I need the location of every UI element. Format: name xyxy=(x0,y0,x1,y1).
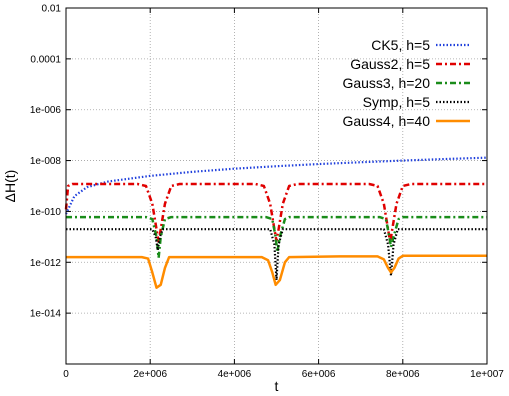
legend-label: Gauss4, h=40 xyxy=(342,113,430,129)
axis-ticks: 0 2e+006 4e+006 6e+006 8e+006 1e+007 0.01 0.000… xyxy=(30,4,504,381)
x-tick-label: 2e+006 xyxy=(133,369,167,380)
y-tick-label: 1e-012 xyxy=(30,258,62,269)
y-axis-title: ΔH(t) xyxy=(2,170,18,203)
y-tick-label: 1e-006 xyxy=(30,105,62,116)
x-tick-label: 0 xyxy=(63,369,69,380)
legend-label: Gauss3, h=20 xyxy=(342,75,430,91)
y-tick-label: 0.01 xyxy=(42,4,62,15)
legend-label: Gauss2, h=5 xyxy=(350,56,430,72)
legend: CK5, h=5 Gauss2, h=5 Gauss3, h=20 Symp, h=5… xyxy=(342,37,470,129)
y-tick-label: 1e-010 xyxy=(30,207,62,218)
y-tick-label: 0.0001 xyxy=(30,54,61,65)
series-line-5 xyxy=(66,254,487,289)
y-tick-label: 1e-014 xyxy=(30,309,62,320)
x-tick-label: 4e+006 xyxy=(218,369,252,380)
grid-lines xyxy=(66,8,487,364)
series-line-1 xyxy=(65,156,488,215)
y-tick-label: 1e-008 xyxy=(30,156,62,167)
x-axis-title: t xyxy=(275,378,279,394)
series-layer xyxy=(64,156,488,289)
legend-label: CK5, h=5 xyxy=(371,37,430,53)
x-tick-label: 6e+006 xyxy=(302,369,336,380)
legend-label: Symp, h=5 xyxy=(363,94,431,110)
plot-frame xyxy=(65,7,488,365)
x-tick-label: 1e+007 xyxy=(470,369,504,380)
x-tick-label: 8e+006 xyxy=(386,369,420,380)
